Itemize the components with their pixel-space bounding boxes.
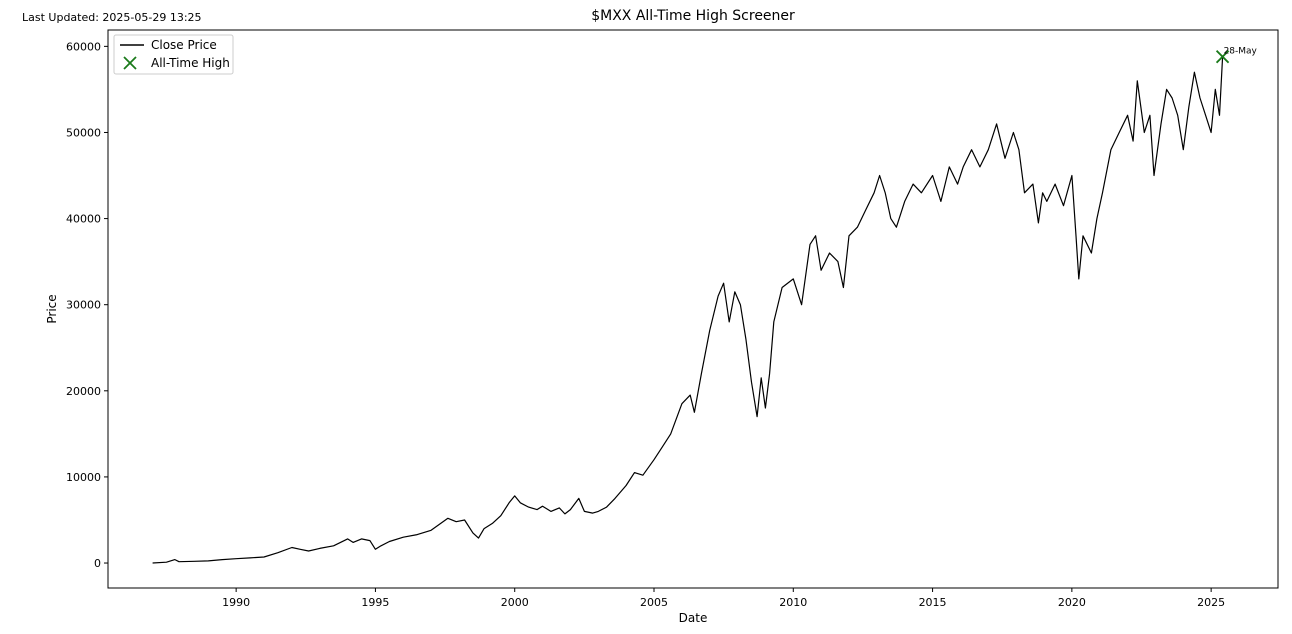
y-tick-label: 40000: [66, 213, 101, 226]
legend: Close Price All-Time High: [113, 34, 234, 75]
y-tick-label: 30000: [66, 299, 101, 312]
legend-label-close-price: Close Price: [151, 38, 217, 52]
x-tick-label: 2000: [501, 596, 529, 609]
plot-frame: [107, 29, 1279, 589]
x-tick-label: 2020: [1058, 596, 1086, 609]
ath-x-stroke: [1215, 50, 1230, 64]
y-axis-label: Price: [45, 294, 59, 323]
x-tick-label: 2025: [1197, 596, 1225, 609]
x-tick-label: 1990: [222, 596, 250, 609]
close-price-line: [152, 56, 1224, 564]
axes: 1990 1995 2000 2005 2010 2015 2020 2025 0 10000 20…: [66, 40, 1225, 609]
all-time-high-marker: [1215, 50, 1230, 64]
legend-label-all-time-high: All-Time High: [151, 56, 230, 70]
x-tick-label: 2015: [919, 596, 947, 609]
chart-title: $MXX All-Time High Screener: [591, 8, 795, 24]
x-tick-label: 2010: [779, 596, 807, 609]
plot-area: 28-May: [152, 47, 1258, 564]
x-tick-label: 2005: [640, 596, 668, 609]
y-tick-label: 20000: [66, 385, 101, 398]
last-updated-text: Last Updated: 2025-05-29 13:25: [22, 11, 202, 24]
x-tick-label: 1995: [361, 596, 389, 609]
y-tick-label: 0: [94, 557, 101, 570]
x-axis-label: Date: [679, 611, 708, 625]
y-tick-label: 60000: [66, 40, 101, 53]
y-tick-label: 50000: [66, 126, 101, 139]
legend-marker-x-icon: [123, 56, 137, 70]
y-tick-label: 10000: [66, 471, 101, 484]
ath-date-label: 28-May: [1224, 47, 1258, 57]
